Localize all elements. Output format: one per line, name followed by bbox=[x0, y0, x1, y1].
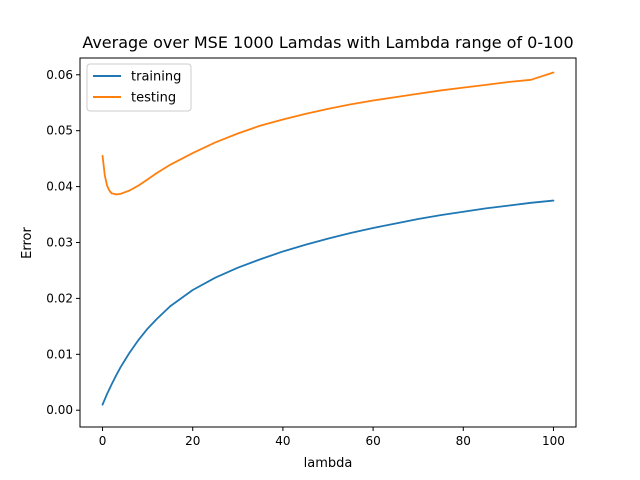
x-axis-ticks: 0 20 40 60 80 100 bbox=[99, 427, 565, 448]
x-tick-label: 40 bbox=[275, 434, 290, 448]
y-axis-label: Error bbox=[20, 227, 35, 259]
legend-label-training: training bbox=[131, 70, 181, 85]
x-tick-label: 0 bbox=[99, 434, 107, 448]
y-tick-label: 0.02 bbox=[46, 291, 73, 305]
plot-frame bbox=[79, 57, 577, 428]
x-axis-label: lambda bbox=[304, 456, 353, 471]
series-layer bbox=[101, 71, 555, 406]
plot-area bbox=[80, 58, 576, 427]
series-line-training bbox=[101, 199, 555, 406]
legend: training testing bbox=[86, 63, 192, 112]
y-tick-label: 0.05 bbox=[46, 124, 73, 138]
x-tick-label: 60 bbox=[365, 434, 380, 448]
x-tick-label: 100 bbox=[542, 434, 565, 448]
y-tick-label: 0.04 bbox=[46, 180, 73, 194]
y-tick-label: 0.00 bbox=[46, 403, 73, 417]
x-tick-label: 80 bbox=[456, 434, 471, 448]
y-tick-label: 0.06 bbox=[46, 68, 73, 82]
y-axis-ticks: 0.00 0.01 0.02 0.03 0.04 0.05 0.06 bbox=[46, 68, 80, 417]
y-tick-label: 0.01 bbox=[46, 347, 73, 361]
series-line-testing bbox=[101, 71, 555, 196]
legend-label-testing: testing bbox=[131, 91, 176, 106]
y-tick-label: 0.03 bbox=[46, 236, 73, 250]
chart-title: Average over MSE 1000 Lamdas with Lambda… bbox=[82, 33, 573, 52]
x-tick-label: 20 bbox=[185, 434, 200, 448]
